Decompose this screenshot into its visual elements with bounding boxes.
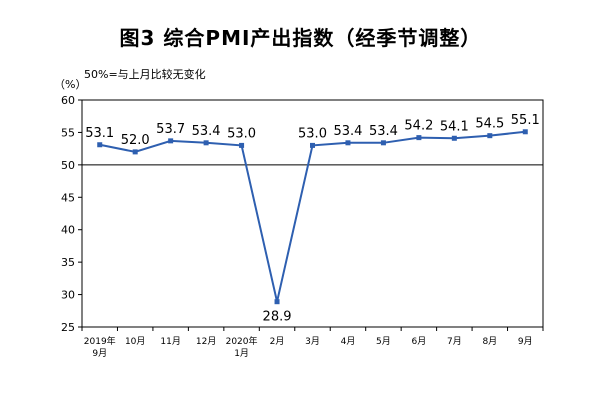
data-point [97, 142, 103, 148]
y-axis-unit: （%） [54, 78, 87, 91]
data-label: 52.0 [121, 133, 150, 148]
y-tick-label: 30 [61, 289, 75, 302]
data-point [168, 138, 174, 144]
data-point [132, 149, 138, 155]
x-tick-label: 2月 [270, 336, 285, 347]
data-point [487, 133, 493, 139]
x-tick-label: 12月 [196, 336, 216, 347]
x-tick-label: 8月 [482, 336, 497, 347]
chart-title: 图3 综合PMI产出指数（经季节调整） [119, 26, 482, 50]
data-point [274, 299, 280, 305]
data-label: 28.9 [263, 310, 292, 325]
data-label: 54.5 [475, 117, 504, 132]
y-tick-label: 55 [61, 126, 75, 139]
x-tick-label: 11月 [160, 336, 180, 347]
data-label: 53.0 [298, 126, 327, 141]
data-point [345, 140, 351, 146]
y-tick-label: 25 [61, 321, 75, 334]
data-label: 54.1 [440, 119, 469, 134]
x-tick-label: 5月 [376, 336, 391, 347]
plot-frame [81, 99, 544, 328]
data-label: 53.4 [333, 124, 362, 139]
y-tick-label: 45 [61, 191, 75, 204]
data-label: 53.0 [227, 126, 256, 141]
data-label: 53.1 [85, 126, 114, 141]
data-label: 54.2 [404, 119, 433, 134]
data-point [203, 140, 209, 146]
data-label: 53.7 [156, 122, 185, 137]
data-point [416, 135, 422, 141]
data-point [239, 142, 245, 148]
data-label: 53.4 [192, 124, 221, 139]
data-label: 55.1 [511, 113, 540, 128]
y-tick-label: 60 [61, 94, 75, 107]
x-tick-label: 9月 [518, 336, 533, 347]
x-tick-label: 2019年 9月 [84, 335, 116, 359]
x-tick-label: 10月 [125, 336, 145, 347]
x-tick-label: 4月 [341, 336, 356, 347]
data-point [451, 135, 457, 141]
chart-note: 50%=与上月比较无变化 [84, 68, 206, 81]
data-point [522, 129, 528, 135]
x-tick-label: 6月 [412, 336, 427, 347]
x-tick-label: 3月 [305, 336, 320, 347]
x-tick-label: 2020年 1月 [226, 335, 258, 359]
data-label: 53.4 [369, 124, 398, 139]
data-point [380, 140, 386, 146]
y-tick-label: 35 [61, 256, 75, 269]
x-tick-label: 7月 [447, 336, 462, 347]
y-tick-label: 50 [61, 159, 75, 172]
data-point [310, 142, 315, 148]
series-line [99, 130, 526, 302]
y-tick-label: 40 [61, 224, 75, 237]
